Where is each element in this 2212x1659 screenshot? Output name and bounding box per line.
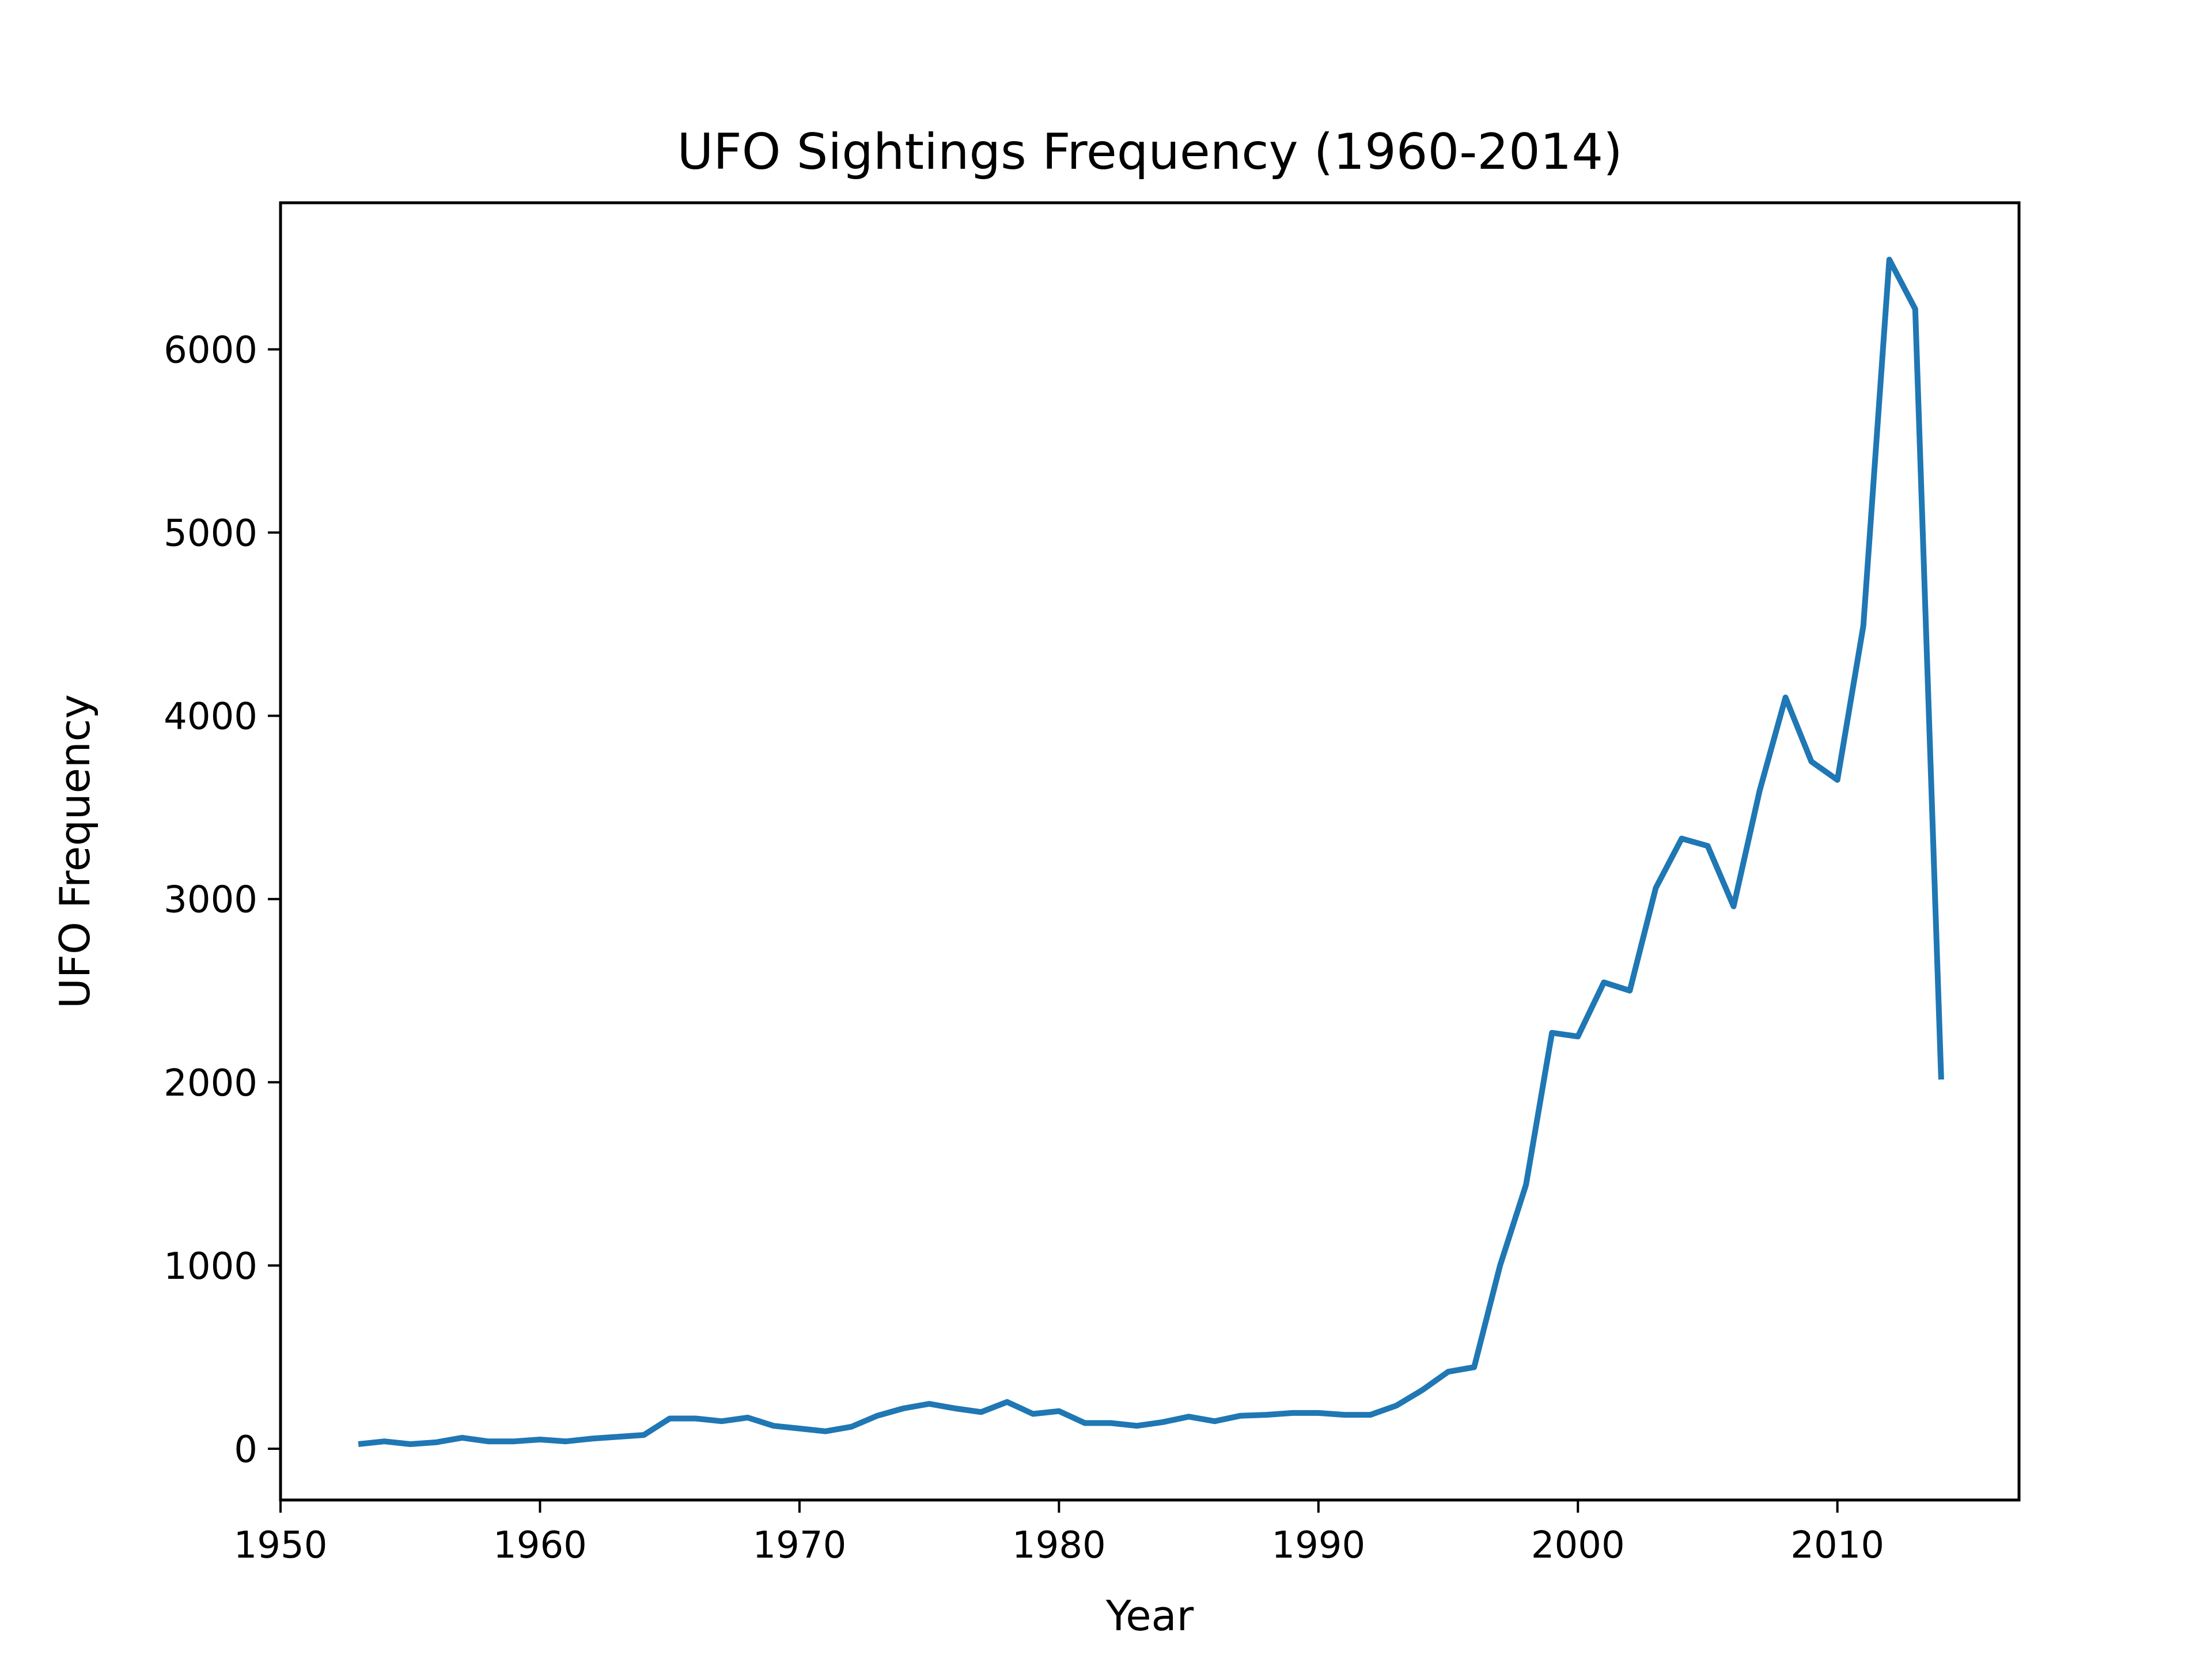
x-tick-label: 1990 (1271, 1524, 1365, 1567)
x-axis-label: Year (1105, 1592, 1194, 1640)
x-tick-label: 1950 (234, 1524, 328, 1567)
y-tick-label: 0 (234, 1429, 257, 1471)
y-tick-label: 1000 (164, 1245, 257, 1288)
x-tick-label: 2010 (1790, 1524, 1884, 1567)
y-tick-label: 3000 (164, 879, 257, 922)
y-tick-label: 2000 (164, 1062, 257, 1105)
x-tick-label: 1980 (1012, 1524, 1106, 1567)
x-tick-label: 2000 (1531, 1524, 1625, 1567)
plot-frame (279, 201, 2021, 1502)
series-line (358, 256, 1944, 1447)
y-axis-label: UFO Frequency (51, 694, 99, 1009)
x-tick-label: 1970 (752, 1524, 846, 1567)
y-tick-label: 5000 (164, 513, 257, 555)
y-axis: 0 1000 2000 3000 4000 5000 6000 (164, 329, 281, 1471)
x-axis: 1950 1960 1970 1980 1990 2000 2010 (234, 1500, 1884, 1567)
x-tick-label: 1960 (493, 1524, 587, 1567)
chart-title: UFO Sightings Frequency (1960-2014) (677, 123, 1622, 181)
y-tick-label: 6000 (164, 329, 257, 372)
y-tick-label: 4000 (164, 696, 257, 738)
